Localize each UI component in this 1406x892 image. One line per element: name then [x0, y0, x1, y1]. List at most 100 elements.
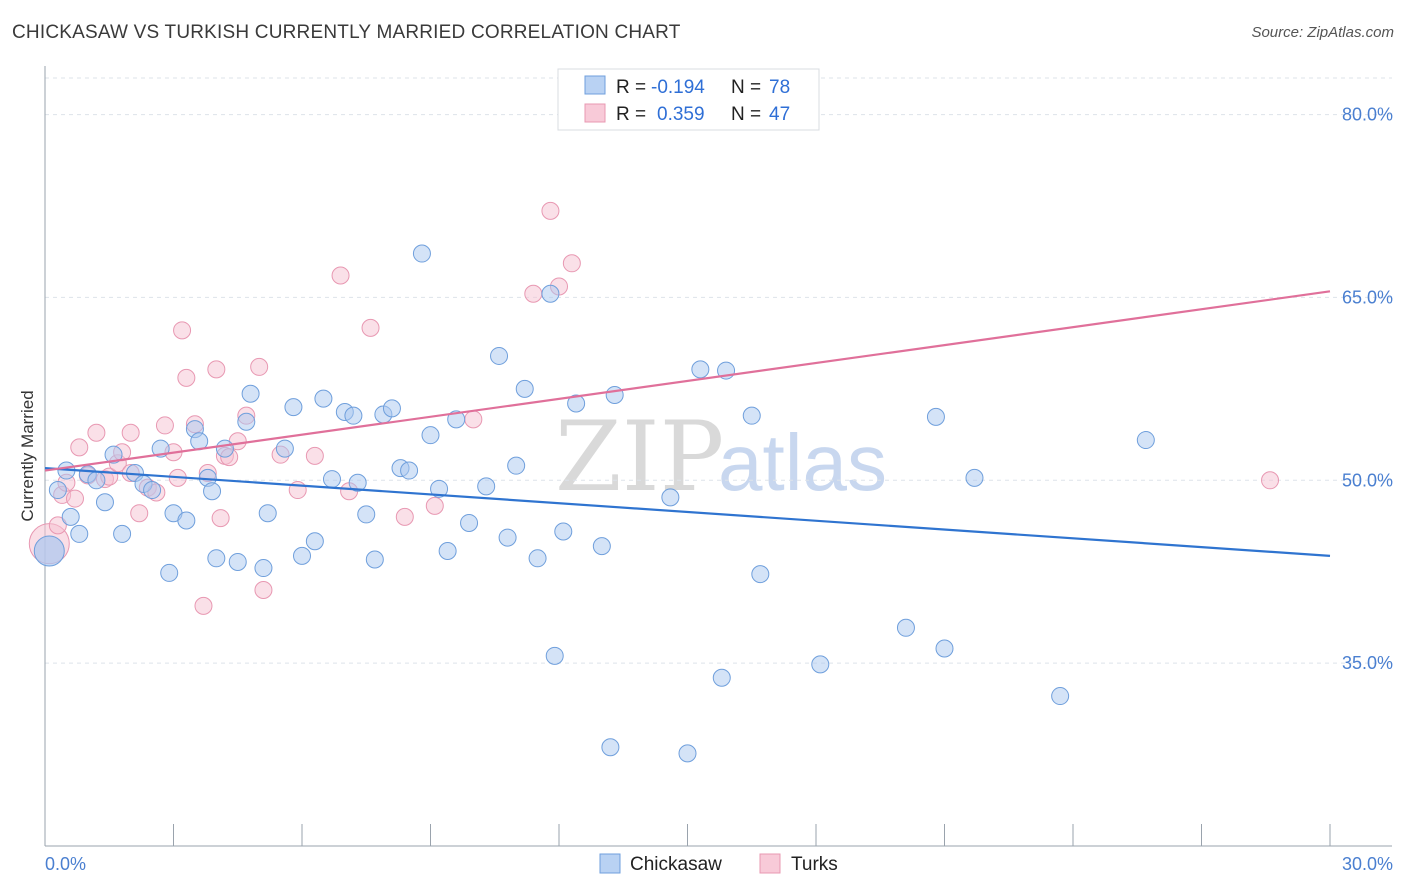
- stats-r-label-2: R =: [616, 104, 646, 125]
- turks-point: [254, 581, 273, 599]
- turks-trend-line: [44, 290, 1331, 472]
- chickasaw-point: [490, 346, 509, 365]
- stats-n-value-2: 47: [769, 104, 790, 125]
- stats-n-label-1: N =: [731, 77, 761, 98]
- chickasaw-point: [592, 537, 611, 556]
- chickasaw-point: [95, 493, 114, 512]
- legend-swatch-chickasaw: [599, 853, 621, 874]
- turks-point: [194, 596, 213, 615]
- turks-point: [361, 318, 380, 337]
- chickasaw-point: [678, 744, 697, 763]
- legend-swatch-turks: [759, 853, 781, 874]
- turks-point: [121, 423, 140, 442]
- tick-labels: 35.0% 50.0% 65.0% 80.0% 0.0% 30.0%: [45, 105, 1393, 874]
- turks-point: [541, 201, 560, 220]
- stats-n-label-2: N =: [731, 104, 761, 125]
- legend: Chickasaw Turks: [599, 853, 838, 875]
- chickasaw-point: [896, 618, 915, 637]
- chickasaw-point: [228, 552, 247, 571]
- chickasaw-point: [447, 410, 466, 429]
- watermark-atlas: atlas: [718, 418, 887, 507]
- turks-point: [464, 410, 483, 429]
- chickasaw-point: [935, 639, 954, 658]
- chickasaw-point: [305, 532, 324, 551]
- chickasaw-point: [400, 461, 419, 480]
- stats-r-value-1: -0.194: [651, 77, 705, 98]
- turks-point: [524, 284, 543, 303]
- chickasaw-point: [113, 524, 132, 543]
- turks-point: [425, 496, 444, 515]
- chickasaw-point: [712, 668, 731, 687]
- stats-n-value-1: 78: [769, 77, 790, 98]
- chickasaw-point: [661, 488, 680, 507]
- chickasaw-point: [70, 524, 89, 543]
- axes: [44, 66, 1392, 847]
- turks-point: [331, 266, 350, 285]
- turks-point: [250, 357, 269, 376]
- chickasaw-point: [965, 468, 984, 487]
- turks-point: [173, 321, 192, 340]
- chickasaw-point: [293, 546, 311, 565]
- chickasaw-point: [541, 284, 560, 303]
- turks-point: [130, 504, 149, 523]
- turks-point: [70, 438, 89, 457]
- chickasaw-point: [348, 473, 367, 492]
- stats-swatch-chickasaw: [584, 75, 606, 95]
- chickasaw-point: [412, 244, 431, 263]
- turks-point: [65, 489, 84, 508]
- chickasaw-point: [207, 549, 226, 568]
- chickasaw-point: [691, 360, 710, 379]
- turks-point: [87, 423, 106, 442]
- chickasaw-point: [237, 412, 256, 431]
- chickasaw-point: [160, 563, 179, 582]
- chickasaw-point: [1136, 431, 1155, 450]
- chickasaw-point: [48, 481, 67, 500]
- turks-point: [207, 360, 226, 379]
- chickasaw-point: [258, 504, 277, 523]
- chickasaw-point: [177, 511, 196, 530]
- turks-points: [28, 201, 1280, 615]
- turks-point: [155, 416, 174, 435]
- chickasaw-point: [605, 385, 624, 404]
- chickasaw-point: [438, 541, 457, 560]
- stats-box: R = -0.194 N = 78 R = 0.359 N = 47: [557, 68, 820, 131]
- chickasaw-point: [926, 407, 945, 426]
- turks-point: [395, 507, 414, 526]
- chickasaw-point: [314, 389, 333, 408]
- chickasaw-point: [143, 481, 162, 500]
- chickasaw-point: [203, 482, 222, 501]
- stats-swatch-turks: [584, 103, 606, 123]
- chart-title: CHICKASAW VS TURKISH CURRENTLY MARRIED C…: [12, 22, 681, 43]
- turks-point: [562, 254, 581, 273]
- chickasaw-point: [554, 522, 573, 541]
- legend-label-turks: Turks: [791, 854, 838, 875]
- watermark-zip: ZIP: [555, 401, 724, 513]
- chickasaw-point: [215, 439, 234, 458]
- chickasaw-point: [421, 426, 440, 445]
- legend-label-chickasaw: Chickasaw: [630, 854, 722, 875]
- chickasaw-point: [430, 479, 449, 498]
- chickasaw-point: [460, 513, 479, 532]
- chickasaw-point: [284, 398, 303, 417]
- chickasaw-point: [601, 738, 620, 757]
- trend-lines: [44, 290, 1331, 557]
- chickasaw-point: [1051, 687, 1070, 706]
- source-label: Source: ZipAtlas.com: [1251, 24, 1394, 41]
- chickasaw-point: [104, 445, 123, 464]
- chickasaw-point: [365, 550, 384, 569]
- chickasaw-point: [507, 456, 526, 475]
- chickasaw-point: [322, 470, 341, 489]
- y-axis-label: Currently Married: [18, 390, 37, 521]
- turks-point: [211, 509, 230, 528]
- chickasaw-point: [567, 394, 586, 413]
- chickasaw-point: [61, 507, 80, 526]
- y-tick-label: 65.0%: [1342, 287, 1393, 307]
- stats-r-label-1: R =: [616, 77, 646, 98]
- chickasaw-point: [382, 399, 401, 418]
- chickasaw-point: [528, 549, 547, 568]
- turks-point: [177, 368, 196, 387]
- chickasaw-point: [751, 565, 770, 584]
- chickasaw-point: [811, 655, 830, 674]
- chickasaw-points: [33, 244, 1155, 763]
- chickasaw-trend-line: [44, 466, 1331, 557]
